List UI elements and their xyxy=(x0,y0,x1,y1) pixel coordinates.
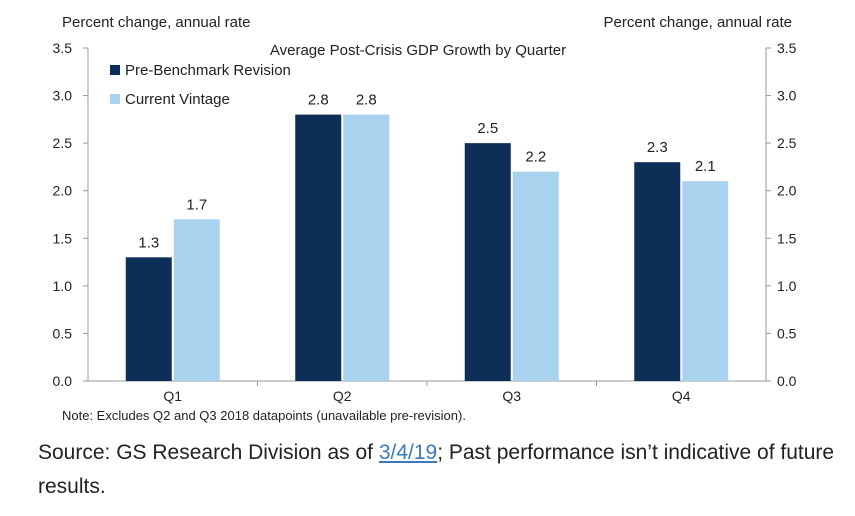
right-y-tick-label: 2.0 xyxy=(777,183,797,199)
source-date-link[interactable]: 3/4/19 xyxy=(378,441,438,464)
source-prefix: Source: GS Research Division as of xyxy=(38,441,379,464)
bar-value-label: 1.7 xyxy=(186,196,207,213)
bars-layer: 1.3 1.7 Q1 2.8 2.8 Q2 2.5 2.2 Q3 2.3 2.1 Q4 xyxy=(125,92,729,404)
bar-current-vintage xyxy=(512,171,559,381)
legend-label-current-vintage: Current Vintage xyxy=(125,91,230,108)
x-tick-label: Q2 xyxy=(333,388,352,404)
bar-current-vintage xyxy=(682,181,729,381)
right-y-tick-label: 1.0 xyxy=(777,278,797,294)
legend: Pre-Benchmark Revision Current Vintage xyxy=(110,62,291,108)
chart-note: Note: Excludes Q2 and Q3 2018 datapoints… xyxy=(62,408,466,423)
right-axis-title: Percent change, annual rate xyxy=(604,14,792,31)
bar-current-vintage xyxy=(343,114,390,381)
x-tick-label: Q3 xyxy=(502,388,521,404)
bar-current-vintage xyxy=(173,219,220,381)
bar-value-label: 2.8 xyxy=(308,92,329,109)
left-y-tick-label: 2.0 xyxy=(53,183,73,199)
legend-swatch-pre-benchmark xyxy=(110,65,120,75)
left-axis-title: Percent change, annual rate xyxy=(62,14,250,31)
bar-pre-benchmark xyxy=(125,257,172,381)
right-y-tick-label: 1.5 xyxy=(777,230,797,246)
source-caption: Source: GS Research Division as of 3/4/1… xyxy=(38,436,838,504)
gdp-growth-chart: Percent change, annual rate Percent chan… xyxy=(53,14,797,423)
left-y-tick-label: 2.5 xyxy=(53,135,73,151)
left-y-tick-label: 0.5 xyxy=(53,325,73,341)
bar-value-label: 2.5 xyxy=(477,120,498,137)
bar-value-label: 2.2 xyxy=(525,149,546,166)
left-y-tick-label: 1.0 xyxy=(53,278,73,294)
bar-pre-benchmark xyxy=(634,162,681,381)
legend-swatch-current-vintage xyxy=(110,94,120,104)
legend-label-pre-benchmark: Pre-Benchmark Revision xyxy=(125,62,291,79)
bar-pre-benchmark xyxy=(464,143,511,381)
right-y-tick-label: 0.0 xyxy=(777,373,797,389)
left-y-tick-label: 1.5 xyxy=(53,230,73,246)
bar-value-label: 2.8 xyxy=(356,92,377,109)
bar-value-label: 2.1 xyxy=(695,158,716,175)
axis-ticks: 0.0 0.0 0.5 0.5 1.0 1.0 1.5 1.5 2.0 2.0 2.5 2.5 3.0 3… xyxy=(53,40,797,389)
chart-title: Average Post-Crisis GDP Growth by Quarte… xyxy=(270,42,566,59)
right-y-tick-label: 2.5 xyxy=(777,135,797,151)
right-y-tick-label: 0.5 xyxy=(777,325,797,341)
x-tick-label: Q4 xyxy=(672,388,691,404)
bar-value-label: 2.3 xyxy=(647,139,668,156)
bar-pre-benchmark xyxy=(295,114,342,381)
right-y-tick-label: 3.0 xyxy=(777,88,797,104)
x-tick-label: Q1 xyxy=(163,388,182,404)
left-y-tick-label: 0.0 xyxy=(53,373,73,389)
left-y-tick-label: 3.5 xyxy=(53,40,73,56)
left-y-tick-label: 3.0 xyxy=(53,88,73,104)
bar-value-label: 1.3 xyxy=(138,234,159,251)
right-y-tick-label: 3.5 xyxy=(777,40,797,56)
source-suffix: ; Past performance isn’t indicative of f… xyxy=(38,441,835,498)
